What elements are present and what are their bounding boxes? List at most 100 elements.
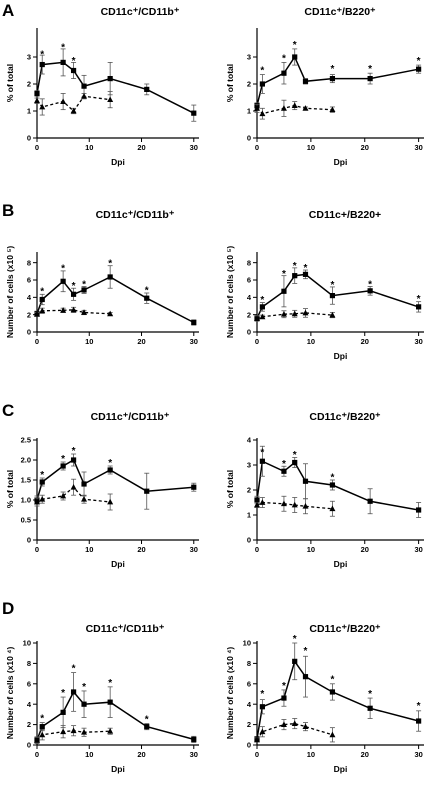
data-point-square: [416, 66, 422, 72]
x-axis-label: Dpi: [111, 559, 125, 569]
x-tick-label: 0: [35, 750, 39, 759]
chart-title: CD11c⁺/B220⁺: [309, 623, 381, 635]
series-control-triangles: [34, 725, 114, 744]
chart-title: CD11c⁺/CD11b⁺: [91, 411, 170, 423]
data-point-square: [329, 293, 336, 299]
y-tick-label: 0: [27, 134, 31, 143]
chart-title: CD11c⁺/CD11b⁺: [86, 623, 165, 635]
data-point-square: [39, 61, 45, 68]
chart-title: CD11c⁺/B220⁺: [304, 6, 376, 18]
data-point-square: [107, 467, 113, 473]
data-point-square: [191, 484, 197, 490]
y-axis-label: Number of cells (x10 ⁴): [225, 647, 235, 740]
series-line: [256, 659, 419, 740]
data-point-square: [60, 278, 66, 284]
data-point-square: [281, 468, 287, 474]
data-point-square: [70, 291, 77, 297]
data-point-triangle: [107, 728, 114, 734]
data-point-square: [39, 296, 45, 303]
data-point-square: [281, 288, 287, 294]
data-point-triangle: [39, 307, 46, 314]
data-point-triangle: [254, 315, 260, 321]
data-point-triangle: [81, 496, 88, 502]
data-point-triangle: [39, 103, 46, 110]
data-point-square: [367, 76, 373, 82]
data-point-triangle: [254, 105, 260, 111]
significance-star: *: [61, 688, 65, 699]
data-point-triangle: [39, 496, 46, 502]
data-point-triangle: [107, 310, 114, 317]
series-line: [36, 276, 195, 324]
y-tick-label: 2.0: [21, 456, 31, 465]
y-axis-label: Number of cells (x10 ⁵): [225, 246, 235, 338]
data-point-square: [191, 319, 197, 326]
chart-8: CD11c⁺/B220⁺ 0 2 4 6 8 10 0 10 20 30 Dpi Number of c…: [225, 623, 424, 774]
significance-star: *: [282, 53, 286, 64]
significance-star: *: [260, 66, 264, 77]
significance-star: *: [282, 459, 286, 470]
data-point-triangle: [70, 484, 77, 490]
data-point-square: [416, 718, 422, 724]
y-tick-label: 6: [247, 276, 251, 285]
x-tick-label: 10: [307, 337, 315, 346]
data-point-triangle: [259, 499, 266, 505]
chart-6: CD11c⁺/B220⁺ 0 1 2 3 4 0 10 20 30 Dpi % of total * * *…: [225, 411, 424, 569]
significance-star: *: [72, 664, 76, 675]
series-line: [256, 55, 419, 106]
data-point-triangle: [60, 728, 67, 735]
data-point-triangle: [254, 501, 260, 508]
x-axis-label: Dpi: [334, 559, 348, 569]
y-tick-label: 10: [243, 639, 251, 648]
y-tick-label: 4: [247, 436, 252, 445]
significance-star: *: [82, 279, 86, 290]
series-control-triangles: [254, 718, 336, 743]
significance-star: *: [40, 713, 44, 724]
y-tick-label: 1: [27, 107, 31, 116]
y-tick-label: 6: [27, 679, 31, 688]
data-point-square: [416, 507, 422, 513]
significance-star: *: [72, 56, 76, 67]
x-tick-label: 20: [137, 545, 145, 554]
x-tick-label: 30: [414, 143, 422, 152]
significance-star: *: [330, 675, 334, 686]
y-tick-label: 0: [247, 134, 251, 143]
x-tick-label: 30: [190, 545, 198, 554]
series-infected-squares: [254, 48, 422, 109]
y-tick-label: 2: [247, 310, 251, 319]
data-point-triangle: [39, 731, 46, 738]
chart-title: CD11c+/B220+: [309, 209, 381, 221]
x-tick-label: 20: [137, 750, 145, 759]
data-point-triangle: [329, 505, 336, 512]
chart-7: CD11c⁺/CD11b⁺ 0 2 4 6 8 10 0 10 20 30 Dpi Number of …: [5, 623, 199, 774]
data-point-square: [191, 110, 197, 116]
y-tick-label: 8: [27, 659, 31, 668]
data-point-square: [254, 497, 260, 503]
series-infected-squares: [34, 672, 197, 744]
data-point-square: [259, 304, 265, 310]
y-tick-label: 0: [27, 536, 31, 545]
significance-star: *: [40, 286, 44, 297]
series-line: [256, 273, 419, 319]
significance-star: *: [108, 678, 112, 689]
y-tick-label: 4: [247, 293, 252, 302]
data-point-square: [60, 709, 66, 715]
y-axis-label: % of total: [5, 470, 15, 508]
data-point-triangle: [81, 92, 88, 99]
data-point-triangle: [107, 498, 114, 505]
y-tick-label: 4: [27, 700, 32, 709]
data-point-triangle: [291, 720, 298, 726]
y-tick-label: 1: [247, 107, 251, 116]
x-tick-label: 10: [85, 337, 93, 346]
panel-letter-b: B: [2, 201, 14, 220]
data-point-square: [281, 70, 287, 76]
significance-star: *: [145, 285, 149, 296]
significance-star: *: [417, 294, 421, 305]
series-line: [36, 61, 195, 114]
data-point-square: [144, 488, 150, 494]
significance-star: *: [108, 259, 112, 270]
data-point-triangle: [107, 96, 114, 103]
data-point-square: [416, 304, 422, 310]
y-tick-label: 2: [27, 720, 31, 729]
data-point-square: [329, 76, 336, 82]
